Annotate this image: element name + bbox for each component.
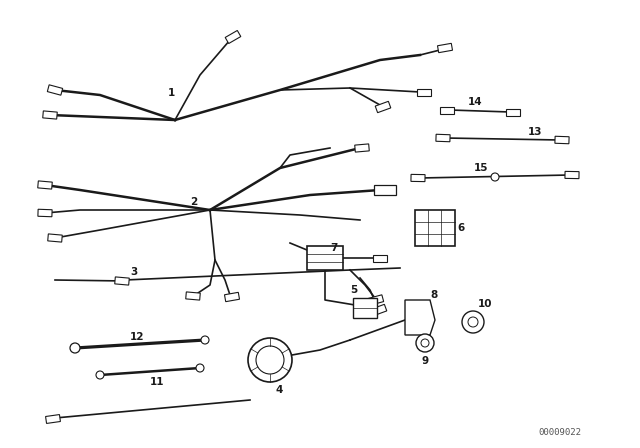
Circle shape xyxy=(491,173,499,181)
Circle shape xyxy=(96,371,104,379)
Circle shape xyxy=(256,346,284,374)
Bar xyxy=(438,43,452,53)
Bar xyxy=(506,108,520,116)
Bar xyxy=(565,172,579,179)
Bar xyxy=(225,30,241,43)
Bar xyxy=(555,136,569,144)
Bar xyxy=(115,277,129,285)
Bar xyxy=(225,293,239,302)
Bar xyxy=(369,295,383,305)
Bar xyxy=(186,292,200,300)
Bar xyxy=(373,254,387,262)
Circle shape xyxy=(201,336,209,344)
Text: 8: 8 xyxy=(430,290,437,300)
Text: 1: 1 xyxy=(168,88,175,98)
Text: 7: 7 xyxy=(330,243,337,253)
Circle shape xyxy=(468,317,478,327)
Bar xyxy=(307,246,343,270)
Bar xyxy=(371,304,387,316)
Text: 12: 12 xyxy=(130,332,145,342)
Text: 6: 6 xyxy=(457,223,464,233)
Text: 5: 5 xyxy=(350,285,357,295)
Text: 4: 4 xyxy=(275,385,282,395)
Bar xyxy=(436,134,450,142)
Text: 13: 13 xyxy=(528,127,543,137)
Text: 15: 15 xyxy=(474,163,488,173)
Bar xyxy=(48,234,62,242)
Text: 10: 10 xyxy=(478,299,493,309)
Bar xyxy=(415,210,455,246)
Bar xyxy=(47,85,63,95)
Bar xyxy=(355,144,369,152)
Text: 9: 9 xyxy=(421,356,428,366)
Bar xyxy=(440,107,454,113)
Bar xyxy=(375,101,391,113)
Bar xyxy=(417,89,431,95)
Text: 2: 2 xyxy=(190,197,197,207)
Text: 3: 3 xyxy=(130,267,137,277)
Bar xyxy=(43,111,57,119)
Text: 00009022: 00009022 xyxy=(538,427,582,436)
Circle shape xyxy=(248,338,292,382)
Circle shape xyxy=(416,334,434,352)
Circle shape xyxy=(196,364,204,372)
Bar xyxy=(411,174,425,181)
Bar xyxy=(45,414,60,423)
Circle shape xyxy=(421,339,429,347)
Text: 11: 11 xyxy=(150,377,164,387)
Bar xyxy=(374,185,396,195)
Bar xyxy=(38,181,52,189)
Circle shape xyxy=(70,343,80,353)
Bar xyxy=(353,298,377,318)
Polygon shape xyxy=(405,300,435,335)
Bar xyxy=(38,209,52,217)
Text: 14: 14 xyxy=(468,97,483,107)
Circle shape xyxy=(462,311,484,333)
